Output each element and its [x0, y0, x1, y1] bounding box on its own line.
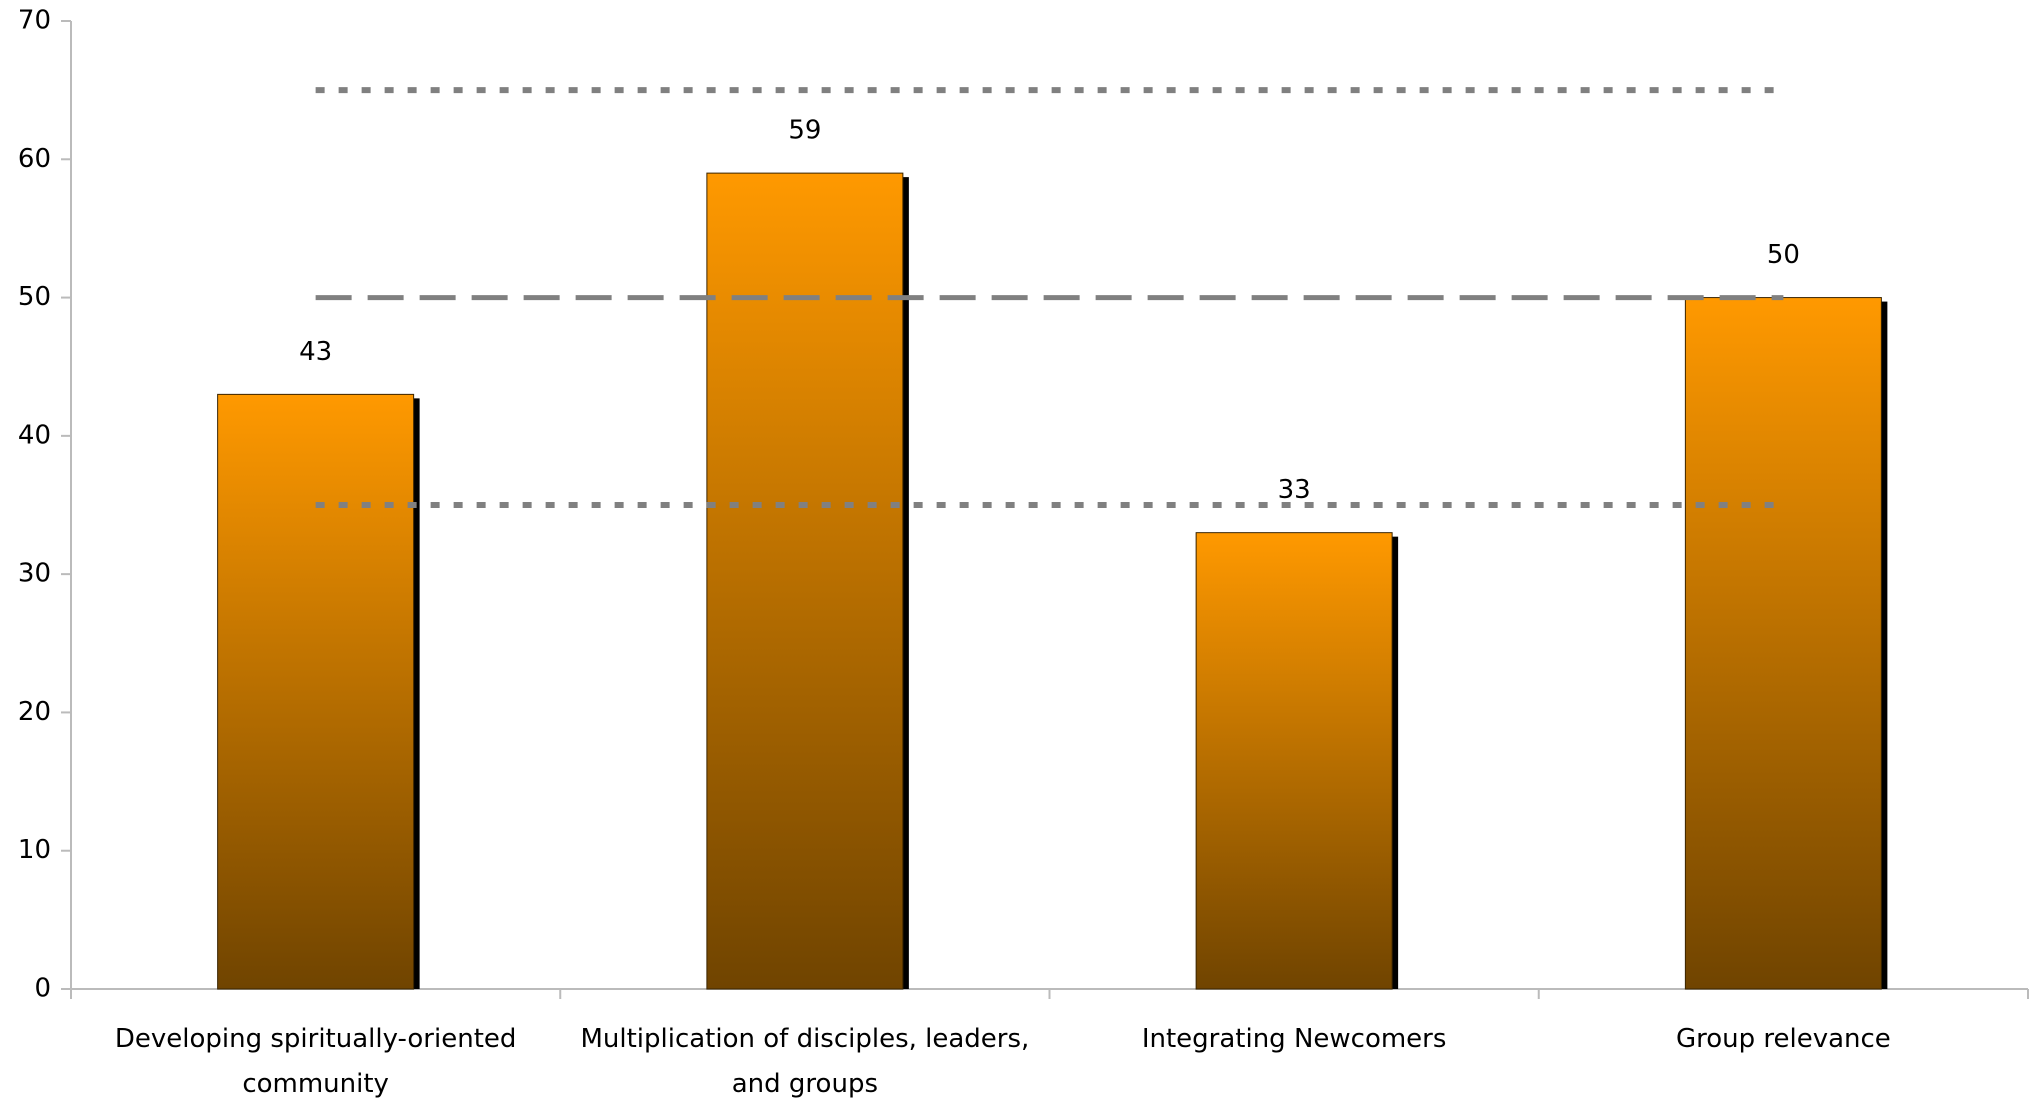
- data-label: 50: [1767, 240, 1800, 270]
- x-tick-label: Group relevance: [1675, 1024, 1891, 1054]
- bar: [217, 393, 415, 990]
- y-tick-label: 20: [18, 697, 51, 727]
- bar: [706, 172, 904, 990]
- bar: [1195, 532, 1393, 990]
- y-tick-label: 50: [18, 282, 51, 312]
- bar: [1684, 297, 1882, 990]
- data-label: 59: [788, 116, 821, 146]
- x-tick-label: Developing spiritually-oriented communit…: [114, 1024, 517, 1099]
- y-tick-label: 60: [18, 144, 51, 174]
- data-label: 33: [1278, 475, 1311, 505]
- y-tick-label: 70: [18, 6, 51, 36]
- y-tick-label: 40: [18, 420, 51, 450]
- x-tick-label: Integrating Newcomers: [1141, 1024, 1447, 1054]
- data-label: 43: [299, 337, 332, 367]
- y-tick-label: 10: [18, 835, 51, 865]
- y-tick-label: 30: [18, 559, 51, 589]
- x-tick-label: Multiplication of disciples, leaders, an…: [580, 1024, 1030, 1099]
- y-tick-label: 0: [34, 974, 51, 1004]
